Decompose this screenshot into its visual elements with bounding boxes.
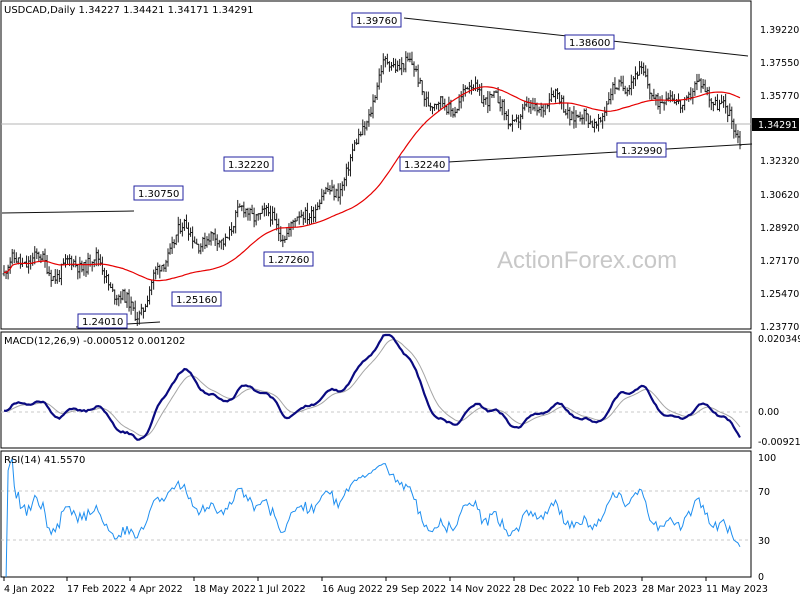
annotation-1-32240: 1.32240	[399, 156, 450, 172]
price-tick: 1.27170	[760, 256, 799, 267]
price-tick: 1.32320	[760, 156, 799, 167]
macd-axis: 0.020349 0.00 -0.009215	[758, 334, 800, 448]
rsi-panel-header: RSI(14) 41.5570	[4, 455, 85, 466]
resistance-line-2022	[1, 210, 135, 214]
rsi-axis: 100 70 30 0	[758, 453, 776, 583]
lower-trendline	[447, 143, 753, 163]
date-tick: 28 Mar 2023	[642, 584, 702, 595]
svg-text:1.32990: 1.32990	[621, 146, 662, 157]
macd-line	[3, 333, 741, 441]
date-tick: 11 May 2023	[706, 584, 768, 595]
time-axis: 4 Jan 2022 17 Feb 2022 4 Apr 2022 18 May…	[3, 577, 768, 595]
svg-text:1.34291: 1.34291	[758, 120, 797, 131]
svg-text:1.30750: 1.30750	[138, 189, 179, 200]
annotation-1-32990: 1.32990	[616, 142, 667, 158]
date-tick: 17 Feb 2022	[67, 584, 126, 595]
annotation-1-32220: 1.32220	[223, 156, 274, 172]
watermark: ActionForex.com	[497, 247, 677, 274]
annotation-1-24010: 1.24010	[77, 313, 128, 329]
price-axis: 1.39220 1.37550 1.35770 1.32320 1.30620 …	[760, 25, 799, 333]
macd-signal-line	[3, 338, 741, 437]
price-tick: 1.39220	[760, 25, 799, 36]
price-tick: 1.35770	[760, 91, 799, 102]
date-tick: 10 Feb 2023	[578, 584, 637, 595]
macd-tick: 0.020349	[758, 334, 800, 345]
annotation-1-38600: 1.38600	[564, 34, 615, 50]
rsi-panel	[0, 450, 752, 578]
svg-text:1.32240: 1.32240	[404, 160, 445, 171]
annotation-1-25160: 1.25160	[171, 291, 222, 307]
price-tick: 1.28920	[760, 223, 799, 234]
annotation-1-30750: 1.30750	[133, 185, 184, 201]
price-tick: 1.23770	[760, 322, 799, 333]
price-tick: 1.37550	[760, 58, 799, 69]
annotation-1-39760: 1.39760	[351, 12, 402, 28]
macd-tick: 0.00	[758, 407, 779, 418]
rsi-tick: 30	[758, 536, 770, 547]
svg-text:1.32220: 1.32220	[228, 160, 269, 171]
svg-text:1.25160: 1.25160	[176, 295, 217, 306]
price-panel	[0, 0, 752, 330]
date-tick: 29 Sep 2022	[386, 584, 446, 595]
macd-panel	[0, 331, 752, 449]
annotation-1-27260: 1.27260	[263, 251, 314, 267]
price-tick: 1.30620	[760, 190, 799, 201]
svg-text:1.27260: 1.27260	[268, 255, 309, 266]
svg-text:1.39760: 1.39760	[356, 16, 397, 27]
price-tick: 1.25470	[760, 289, 799, 300]
rsi-tick: 0	[758, 572, 764, 583]
date-tick: 18 May 2022	[194, 584, 256, 595]
date-tick: 16 Aug 2022	[322, 584, 383, 595]
macd-tick: -0.009215	[758, 437, 800, 448]
date-tick: 28 Dec 2022	[514, 584, 575, 595]
svg-text:1.38600: 1.38600	[569, 38, 610, 49]
last-price-marker: 1.34291	[752, 118, 799, 131]
rsi-line	[5, 456, 741, 578]
date-tick: 4 Apr 2022	[130, 584, 183, 595]
rsi-tick: 70	[758, 487, 770, 498]
macd-panel-header: MACD(12,26,9) -0.000512 0.001202	[4, 336, 185, 347]
svg-text:1.24010: 1.24010	[82, 317, 123, 328]
date-tick: 1 Jul 2022	[258, 584, 306, 595]
price-panel-header: USDCAD,Daily 1.34227 1.34421 1.34171 1.3…	[4, 5, 254, 16]
moving-average-line	[3, 86, 741, 282]
date-tick: 14 Nov 2022	[450, 584, 511, 595]
date-tick: 4 Jan 2022	[4, 584, 55, 595]
rsi-tick: 100	[758, 453, 776, 464]
